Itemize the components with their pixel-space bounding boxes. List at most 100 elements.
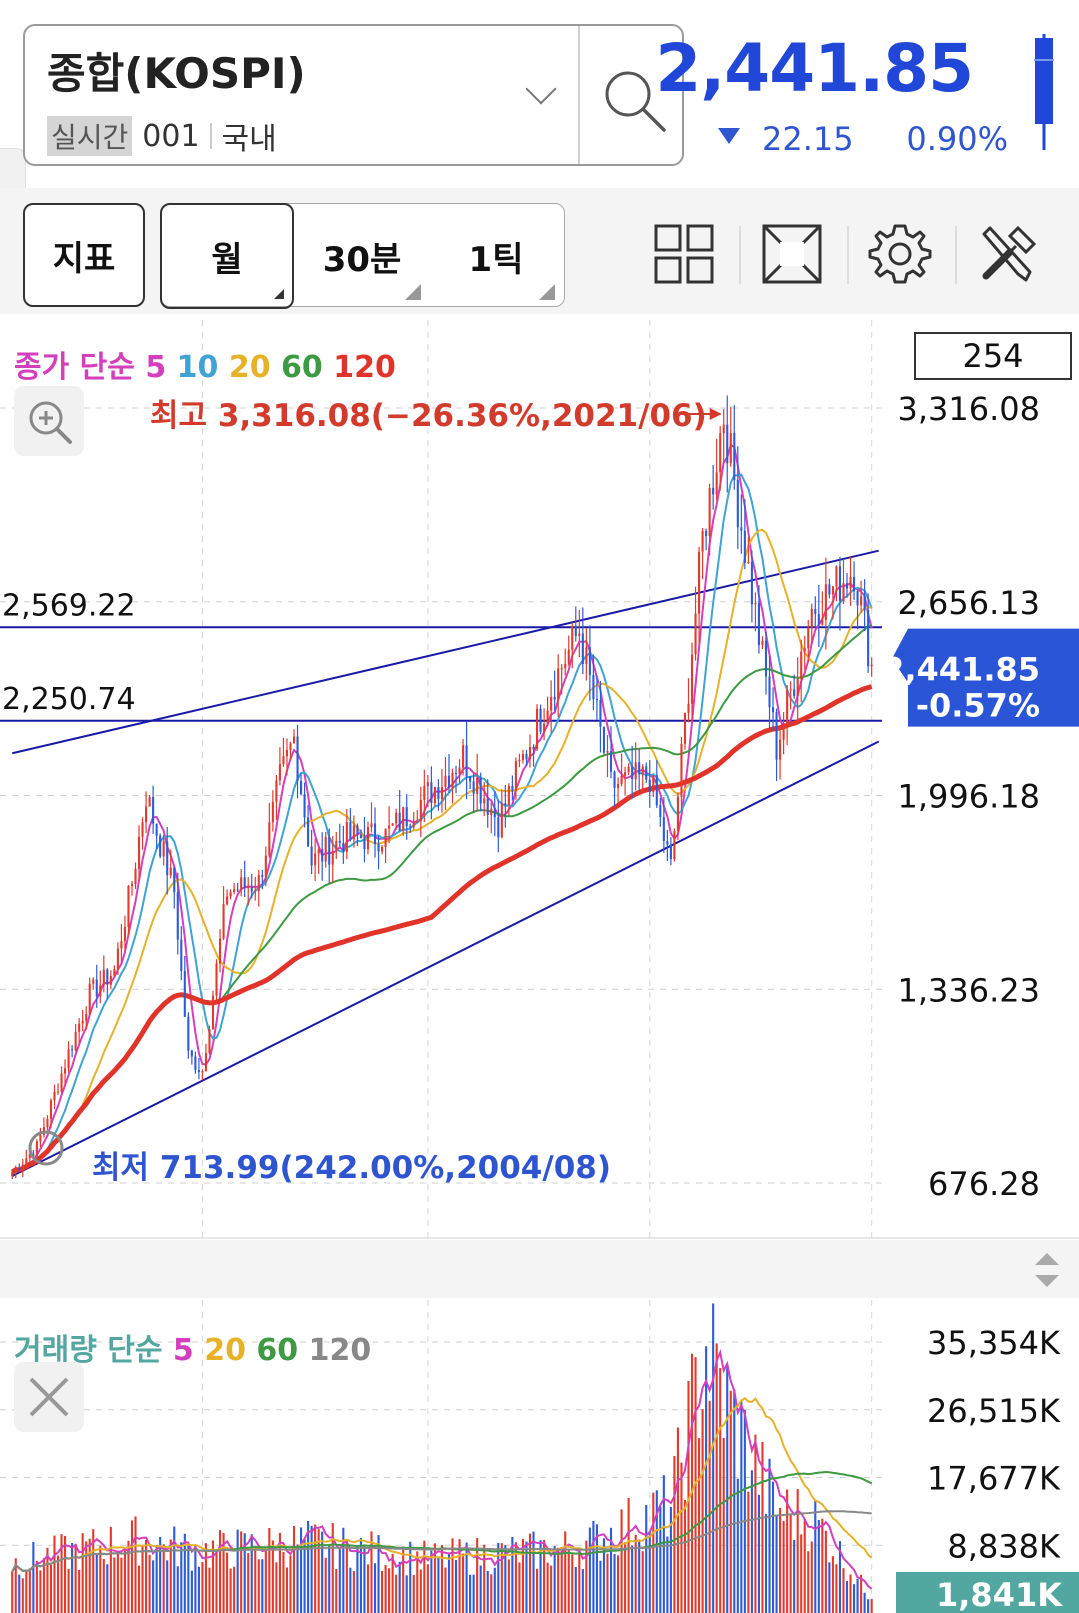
volume-bar xyxy=(451,1538,454,1613)
candle-body xyxy=(257,875,260,892)
volume-bar xyxy=(518,1562,521,1613)
period-1tick-button[interactable]: 1틱 xyxy=(429,204,563,308)
candle-body xyxy=(824,584,827,620)
gear-icon[interactable] xyxy=(868,222,932,286)
grid-layout-icon[interactable] xyxy=(652,222,716,286)
candle-body xyxy=(268,822,271,856)
volume-bar xyxy=(106,1564,109,1613)
candle-body xyxy=(201,1071,204,1073)
volume-bar xyxy=(423,1540,426,1613)
volume-bar xyxy=(588,1527,591,1613)
volume-bar xyxy=(838,1541,842,1613)
legend-ma-10: 10 xyxy=(166,350,219,385)
candle-body xyxy=(465,745,468,777)
volume-bar xyxy=(363,1544,366,1613)
candle-body xyxy=(683,712,687,744)
realtime-badge: 실시간 xyxy=(47,116,133,156)
volume-bar xyxy=(60,1534,63,1613)
candle-body xyxy=(539,708,542,732)
candle-body xyxy=(705,530,708,537)
volume-bar xyxy=(617,1555,620,1613)
candle-body xyxy=(838,566,842,601)
candle-body xyxy=(194,1056,197,1070)
symbol-meta: 실시간 001 국내 xyxy=(47,114,277,158)
candle-body xyxy=(641,766,644,775)
candle-body xyxy=(655,775,658,806)
zoom-button[interactable] xyxy=(14,386,84,456)
volume-bar xyxy=(39,1570,42,1613)
candle-body xyxy=(624,772,627,776)
volume-bar xyxy=(440,1545,443,1613)
volume-bar xyxy=(211,1540,215,1613)
candle-body xyxy=(768,676,771,708)
volume-bar xyxy=(67,1568,70,1613)
change-value: 22.15 xyxy=(762,120,854,158)
volume-bar xyxy=(511,1536,514,1613)
volume-bar xyxy=(535,1568,539,1613)
candle-body xyxy=(564,663,567,669)
candle-body xyxy=(56,1091,60,1093)
candle-body xyxy=(264,855,267,877)
volume-bar xyxy=(655,1490,658,1613)
volume-bar xyxy=(493,1567,496,1613)
volume-bar xyxy=(683,1500,687,1613)
candle-body xyxy=(208,1029,211,1054)
close-volume-button[interactable] xyxy=(14,1362,84,1432)
symbol-name[interactable]: 종합(KOSPI) xyxy=(47,49,306,98)
high-arrow-head xyxy=(709,408,722,420)
candle-body xyxy=(289,743,292,750)
candle-body xyxy=(430,782,433,804)
dropdown-corner-icon xyxy=(274,289,284,299)
divider xyxy=(209,123,212,149)
volume-bar xyxy=(204,1543,208,1613)
volume-bar xyxy=(74,1543,77,1613)
candle-body xyxy=(500,803,503,838)
tools-icon[interactable] xyxy=(976,222,1040,286)
y-tick-label: 8,838K xyxy=(947,1527,1061,1565)
volume-bar xyxy=(624,1542,627,1613)
candle-body xyxy=(285,749,289,757)
volume-bar xyxy=(328,1545,331,1613)
volume-bar xyxy=(398,1561,401,1613)
scroll-arrows-icon[interactable] xyxy=(1032,1248,1062,1292)
indicator-button[interactable]: 지표 xyxy=(23,203,145,307)
volume-bar xyxy=(479,1565,482,1613)
candle-body xyxy=(416,821,419,823)
search-icon[interactable] xyxy=(598,64,672,138)
candle-body xyxy=(676,796,679,832)
volume-bar xyxy=(208,1567,211,1613)
candle-body xyxy=(779,739,782,760)
volume-bar xyxy=(352,1571,355,1613)
volume-bar xyxy=(849,1574,852,1613)
symbol-search-box[interactable]: 종합(KOSPI) 실시간 001 국내 xyxy=(23,24,684,166)
current-price-pct: -0.57% xyxy=(916,687,1040,725)
candle-body xyxy=(127,886,130,927)
candle-body xyxy=(479,777,482,804)
period-30min-button[interactable]: 30분 xyxy=(295,204,429,308)
candle-body xyxy=(187,1016,190,1051)
legend-ma-5: 5 xyxy=(172,1333,194,1368)
volume-bar xyxy=(123,1550,126,1613)
volume-bar xyxy=(715,1343,718,1613)
bar-count-box[interactable]: 254 xyxy=(914,332,1072,380)
candle-body xyxy=(518,759,521,762)
candle-body xyxy=(363,838,366,850)
volume-bar xyxy=(395,1574,398,1613)
period-monthly-button[interactable]: 월 xyxy=(160,203,294,309)
candle-body xyxy=(391,823,394,826)
volume-bar xyxy=(497,1542,500,1613)
fullscreen-icon[interactable] xyxy=(760,222,824,286)
volume-bar xyxy=(779,1507,782,1613)
volume-bar xyxy=(462,1553,465,1613)
candle-body xyxy=(592,675,595,700)
volume-bar xyxy=(514,1542,517,1613)
candle-body xyxy=(39,1134,42,1142)
volume-bar xyxy=(458,1539,461,1613)
volume-bar xyxy=(800,1534,803,1613)
trend-line xyxy=(11,740,880,1177)
ma-line-60 xyxy=(11,623,873,1173)
candle-body xyxy=(595,699,598,701)
volume-bar xyxy=(236,1529,239,1613)
candle-body xyxy=(145,806,148,823)
